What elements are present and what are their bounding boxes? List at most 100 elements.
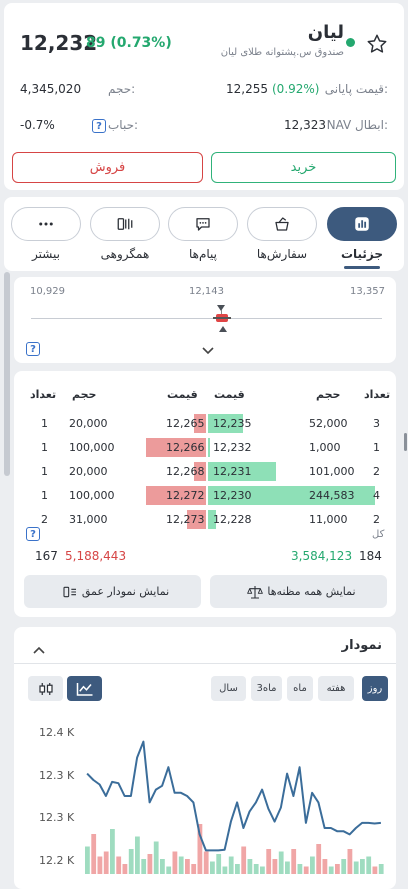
- volume-bar: [222, 866, 228, 874]
- show-depth-chart-button[interactable]: نمایش نمودار عمق: [24, 575, 201, 608]
- price-chart[interactable]: [84, 714, 384, 874]
- volume-bar: [91, 834, 97, 874]
- volume-bar: [147, 854, 153, 874]
- tab-messages-label: پیام‌ها: [188, 247, 218, 261]
- buy-depth-bar: [208, 510, 216, 529]
- order-buy-count: 3: [373, 417, 380, 430]
- tab-group[interactable]: [90, 207, 160, 241]
- order-buy-volume: 101,000: [309, 465, 355, 478]
- show-depth-chart-label: نمایش نمودار عمق: [81, 585, 170, 598]
- tab-more[interactable]: [11, 207, 81, 241]
- volume-bar: [178, 856, 184, 874]
- total-label: کل: [372, 529, 385, 540]
- right-scroll-handle[interactable]: [404, 433, 407, 451]
- volume-bar: [372, 866, 378, 874]
- tab-active-underline: [344, 266, 380, 269]
- period-day[interactable]: روز: [362, 676, 388, 701]
- order-buy-volume: 52,000: [309, 417, 348, 430]
- y-tick-label: 12.4 K: [39, 726, 75, 739]
- period-year[interactable]: سال: [211, 676, 246, 701]
- range-high: 13,357: [350, 286, 385, 297]
- price-line: [86, 740, 381, 852]
- range-mid: 12,143: [189, 286, 224, 297]
- nav-label: NAV ابطال:: [326, 118, 388, 132]
- order-sell-price: 12,272: [166, 489, 205, 502]
- chat-icon: [196, 218, 210, 231]
- candlestick-toggle[interactable]: [28, 676, 63, 701]
- order-buy-price: 12,232: [213, 441, 252, 454]
- tab-orders[interactable]: [247, 207, 317, 241]
- last-price: 12,232: [20, 31, 98, 55]
- volume-bar: [241, 846, 247, 874]
- show-all-quotes-button[interactable]: نمایش همه مظنه‌ها: [210, 575, 387, 608]
- volume-bar: [278, 851, 284, 874]
- order-sell-count: 2: [41, 513, 48, 526]
- range-dash: [221, 310, 222, 316]
- order-sell-count: 1: [41, 489, 48, 502]
- price-change: 89 (0.73%): [86, 35, 172, 51]
- volume-bar: [335, 864, 340, 874]
- order-sell-count: 1: [41, 465, 48, 478]
- volume-bar: [266, 849, 272, 874]
- scale-icon: [247, 585, 264, 599]
- total-buy-count: 184: [359, 549, 382, 563]
- period-month[interactable]: ماه: [287, 676, 313, 701]
- help-icon[interactable]: ?: [26, 342, 40, 356]
- period-3month[interactable]: 3ماه: [251, 676, 282, 701]
- range-lower-marker: [219, 326, 227, 332]
- volume-bar: [253, 864, 259, 874]
- volume-label: حجم:: [108, 82, 136, 96]
- order-sell-price: 12,268: [166, 465, 205, 478]
- help-icon[interactable]: ?: [26, 527, 40, 541]
- volume-bar: [166, 866, 172, 874]
- help-icon[interactable]: ?: [92, 119, 106, 133]
- buy-depth-bar: [208, 462, 277, 481]
- volume-bar: [153, 841, 159, 874]
- y-tick-label: 12.3 K: [39, 811, 75, 824]
- chart-card: نمودار: [14, 627, 396, 889]
- line-chart-toggle[interactable]: [67, 676, 102, 701]
- sell-depth-bar: [194, 462, 206, 481]
- buy-button[interactable]: خرید: [211, 152, 396, 183]
- tab-orders-label: سفارش‌ها: [256, 247, 308, 261]
- more-icon: [39, 222, 53, 226]
- volume-bar: [303, 866, 309, 874]
- order-sell-volume: 100,000: [69, 441, 115, 454]
- tab-more-label: بیشتر: [32, 247, 60, 261]
- tab-messages[interactable]: [168, 207, 238, 241]
- volume-bar: [341, 859, 347, 874]
- volume-bar: [316, 844, 322, 874]
- closing-value: 12,255: [226, 82, 268, 96]
- sell-depth-bar: [146, 486, 206, 505]
- volume-bar: [328, 866, 334, 874]
- line-chart-icon: [76, 682, 92, 696]
- chevron-down-icon[interactable]: [201, 341, 215, 360]
- order-book-card: تعداد حجم قیمت قیمت حجم تعداد 3 52,000 12,…: [14, 371, 396, 617]
- volume-bar: [197, 824, 203, 874]
- order-buy-price: 12,228: [213, 513, 252, 526]
- order-buy-volume: 244,583: [309, 489, 355, 502]
- chart-title: نمودار: [341, 638, 382, 653]
- volume-bar: [247, 859, 253, 874]
- tab-group-label: همگروهی: [100, 247, 150, 261]
- volume-bar: [97, 856, 103, 874]
- tab-details[interactable]: [327, 207, 397, 241]
- left-scrollbar[interactable]: [4, 272, 10, 476]
- sell-depth-bar: [187, 510, 206, 529]
- volume-bar: [285, 861, 290, 874]
- symbol-header-card: لیان صندوق س.پشتوانه طلای لیان 12,232 89…: [4, 3, 404, 190]
- header-sell-volume: حجم: [72, 388, 97, 401]
- volume-bar: [347, 849, 353, 874]
- volume-bar: [116, 856, 122, 874]
- volume-value: 4,345,020: [20, 82, 82, 96]
- nav-value: 12,323: [284, 118, 326, 132]
- order-buy-count: 1: [373, 441, 380, 454]
- order-buy-count: 4: [373, 489, 380, 502]
- volume-bar: [128, 849, 134, 874]
- depth-chart-icon: [63, 586, 76, 597]
- chevron-up-icon[interactable]: [32, 640, 46, 659]
- period-week[interactable]: هفته: [318, 676, 354, 701]
- closing-label: قیمت پایانی:: [324, 82, 388, 96]
- sell-button[interactable]: فروش: [12, 152, 203, 183]
- star-icon[interactable]: [366, 33, 388, 55]
